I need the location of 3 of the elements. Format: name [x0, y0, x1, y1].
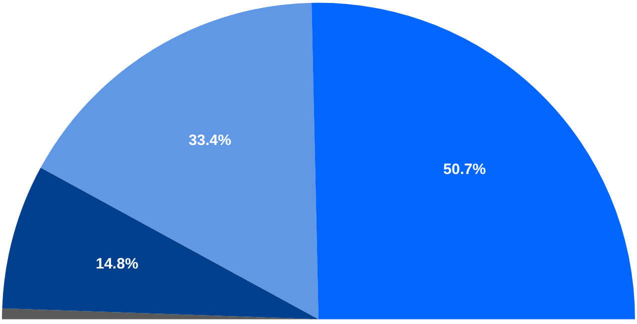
- data-label: 50.7%: [443, 161, 486, 178]
- data-label: 33.4%: [188, 132, 232, 149]
- data-label: 14.8%: [96, 255, 138, 272]
